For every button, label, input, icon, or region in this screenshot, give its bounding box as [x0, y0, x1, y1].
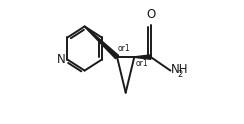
- Text: NH: NH: [171, 63, 189, 77]
- Text: N: N: [57, 53, 66, 66]
- Text: or1: or1: [118, 44, 130, 53]
- Text: or1: or1: [135, 59, 148, 68]
- Polygon shape: [84, 26, 119, 59]
- Text: 2: 2: [178, 70, 183, 79]
- Text: O: O: [146, 8, 155, 21]
- Polygon shape: [134, 55, 151, 59]
